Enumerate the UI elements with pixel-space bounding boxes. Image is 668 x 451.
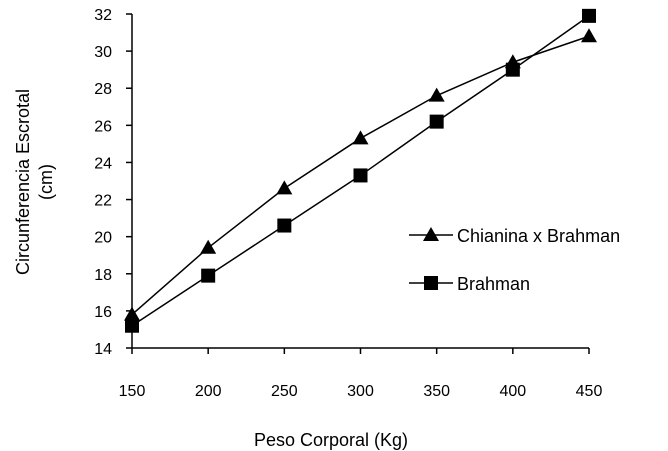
y-axis: 14 16 18 20 22 24 26 28 30 32 bbox=[94, 7, 133, 358]
square-marker bbox=[505, 62, 520, 77]
x-tick-label: 400 bbox=[499, 383, 526, 400]
legend-item: Brahman bbox=[409, 274, 530, 294]
square-marker bbox=[277, 218, 292, 233]
square-marker bbox=[353, 168, 368, 183]
y-tick-label: 14 bbox=[94, 341, 112, 358]
square-marker bbox=[201, 268, 216, 283]
y-tick-label: 32 bbox=[94, 7, 112, 24]
legend-label: Brahman bbox=[457, 274, 530, 294]
x-tick-label: 250 bbox=[271, 383, 298, 400]
x-axis-title: Peso Corporal (Kg) bbox=[254, 430, 408, 450]
y-tick-label: 18 bbox=[94, 267, 112, 284]
triangle-marker bbox=[276, 180, 293, 195]
y-tick-label: 16 bbox=[94, 304, 112, 321]
x-tick-label: 150 bbox=[119, 383, 146, 400]
y-tick-label: 22 bbox=[94, 193, 112, 210]
legend-triangle-marker bbox=[423, 227, 439, 241]
series-brahman bbox=[125, 8, 596, 333]
series-chianina-x-brahman bbox=[124, 28, 597, 321]
y-tick-label: 30 bbox=[94, 44, 112, 61]
legend-item: Chianina x Brahman bbox=[409, 226, 620, 246]
legend-square-marker bbox=[424, 276, 438, 290]
triangle-marker bbox=[200, 239, 217, 254]
square-marker bbox=[582, 8, 596, 23]
triangle-marker bbox=[428, 87, 445, 102]
legend-label: Chianina x Brahman bbox=[457, 226, 620, 246]
y-axis-title-line-1: Circunferencia Escrotal bbox=[13, 89, 33, 275]
y-axis-title-line-2: (cm) bbox=[36, 164, 56, 200]
x-tick-label: 350 bbox=[423, 383, 450, 400]
triangle-marker bbox=[352, 130, 369, 145]
y-tick-label: 24 bbox=[94, 155, 112, 172]
square-marker bbox=[429, 114, 444, 129]
x-tick-label: 450 bbox=[576, 383, 603, 400]
square-marker bbox=[125, 318, 139, 333]
triangle-marker bbox=[124, 306, 140, 321]
y-tick-label: 20 bbox=[94, 230, 112, 247]
y-tick-label: 28 bbox=[94, 81, 112, 98]
x-tick-label: 300 bbox=[347, 383, 374, 400]
x-tick-label: 200 bbox=[195, 383, 222, 400]
triangle-marker bbox=[581, 28, 597, 43]
x-axis: 150 200 250 300 350 400 450 bbox=[119, 347, 603, 400]
series-layer bbox=[124, 8, 597, 333]
y-tick-label: 26 bbox=[94, 118, 112, 135]
legend: Chianina x Brahman Brahman bbox=[409, 226, 620, 294]
